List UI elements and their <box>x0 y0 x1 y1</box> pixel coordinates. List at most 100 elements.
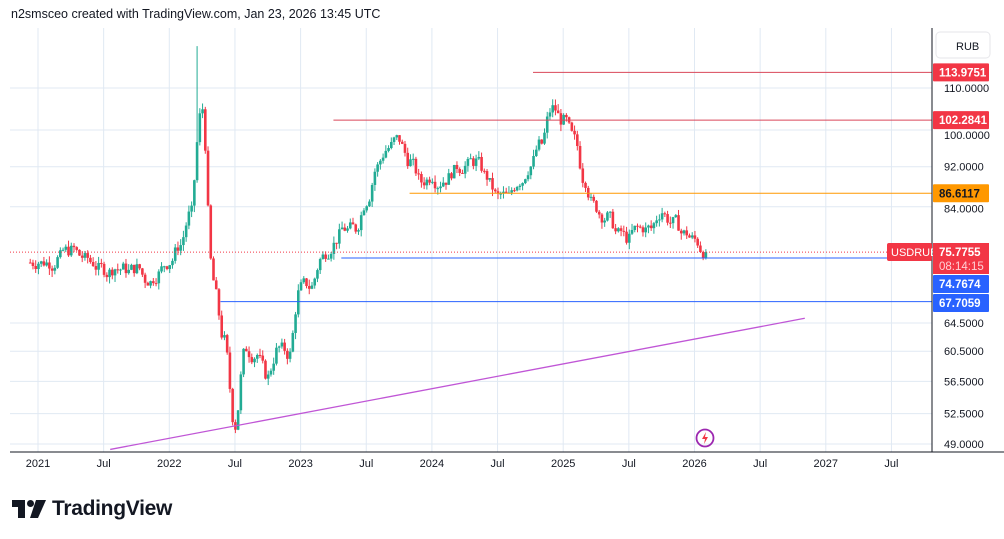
candle-body <box>195 142 199 181</box>
candle-body <box>461 172 464 174</box>
candle-body <box>384 150 388 158</box>
x-tick-label: 2026 <box>682 458 706 470</box>
candle-body <box>80 255 84 258</box>
candle-body <box>302 278 306 283</box>
currency-button[interactable]: RUB <box>935 31 991 59</box>
candle-body <box>89 257 92 263</box>
candle-body <box>477 156 481 159</box>
candle-body <box>510 190 513 193</box>
trendline[interactable] <box>110 317 805 451</box>
y-tick-label: 64.5000 <box>944 318 984 330</box>
candle-body <box>313 278 317 286</box>
candle-body <box>357 230 360 232</box>
x-tick-label: Jul <box>884 458 898 470</box>
lightning-icon[interactable] <box>695 428 715 448</box>
candle-body <box>472 158 475 166</box>
candle-body <box>592 196 596 201</box>
candle-body <box>570 122 574 131</box>
candle-body <box>387 148 390 151</box>
candle-body <box>625 231 628 243</box>
candle-body <box>513 190 516 192</box>
candle-body <box>414 158 418 174</box>
candle-body <box>617 228 620 232</box>
candle-body <box>324 254 327 259</box>
x-tick-label: 2027 <box>814 458 838 470</box>
candle-body <box>411 158 415 160</box>
candle-body <box>343 227 347 231</box>
level-price-label: 74.7674 <box>939 279 981 291</box>
candle-body <box>214 280 218 290</box>
candle-body <box>578 145 582 169</box>
candle-body <box>376 164 379 172</box>
candle-body <box>310 285 314 289</box>
candle-body <box>370 184 374 202</box>
candle-body <box>685 230 689 236</box>
candle-body <box>264 360 267 379</box>
candle-body <box>439 186 442 189</box>
candle-body <box>649 225 653 229</box>
candle-body <box>152 281 155 284</box>
candle-body <box>297 290 300 315</box>
candle-body <box>701 251 705 259</box>
time-axis[interactable]: 2021 Jul 2022 Jul 2023 Jul 2024 Jul 2025 Jul 2026 J… <box>26 458 899 470</box>
candle-body <box>245 348 248 352</box>
candle-body <box>398 135 401 142</box>
current-price: 75.7755 <box>939 247 981 259</box>
candle-body <box>217 289 221 316</box>
candle-body <box>61 249 65 251</box>
candle-body <box>529 166 533 176</box>
candle-body <box>491 178 494 190</box>
current-price-badge: 75.7755 08:14:15 <box>933 243 989 274</box>
candle-body <box>288 351 292 359</box>
price-chart[interactable]: 113.9751 102.2841 86.6117 74.7674 67.7059 11… <box>0 0 1004 480</box>
candle-body <box>420 174 423 183</box>
candle-body <box>59 250 62 258</box>
level-badge <box>933 184 989 203</box>
price-axis[interactable]: 110.0000 100.0000 92.0000 84.0000 64.5000 60.… <box>944 83 990 451</box>
candle-body <box>91 262 95 267</box>
candle-body <box>335 242 338 244</box>
x-tick-label: Jul <box>753 458 767 470</box>
y-tick-label: 84.0000 <box>944 203 984 215</box>
candle-body <box>368 201 371 207</box>
candle-body <box>611 211 615 229</box>
candle-body <box>581 168 585 183</box>
candle-body <box>154 283 158 285</box>
candle-body <box>660 213 664 220</box>
level-badge <box>933 294 989 312</box>
candle-body <box>231 388 234 423</box>
candle-body <box>56 257 59 268</box>
x-tick-label: 2023 <box>288 458 312 470</box>
candle-body <box>655 220 658 224</box>
candle-body <box>277 346 281 348</box>
candle-body <box>28 262 32 264</box>
candle-body <box>658 219 661 221</box>
candle-body <box>94 266 98 270</box>
candle-body <box>116 269 120 271</box>
candle-body <box>466 158 470 166</box>
candle-body <box>78 249 81 256</box>
candle-body <box>266 374 270 379</box>
candle-body <box>318 259 322 271</box>
candle-body <box>299 282 303 291</box>
tradingview-logo[interactable]: TradingView <box>12 497 172 521</box>
candle-body <box>576 134 579 146</box>
candle-body <box>493 189 497 192</box>
candle-body <box>182 237 185 246</box>
candle-body <box>409 159 412 167</box>
candle-body <box>173 247 177 261</box>
candle-body <box>37 263 40 270</box>
candle-body <box>138 264 141 269</box>
candle-body <box>614 228 617 232</box>
candle-body <box>242 348 245 375</box>
candle-body <box>485 171 489 180</box>
candles <box>28 46 708 434</box>
tradingview-logo-icon <box>12 500 46 518</box>
candle-body <box>636 225 639 227</box>
candle-body <box>362 210 366 216</box>
candle-body <box>679 230 683 234</box>
x-tick-label: 2021 <box>26 458 50 470</box>
candle-body <box>209 205 213 259</box>
candle-body <box>584 182 587 188</box>
candle-body <box>162 266 166 268</box>
